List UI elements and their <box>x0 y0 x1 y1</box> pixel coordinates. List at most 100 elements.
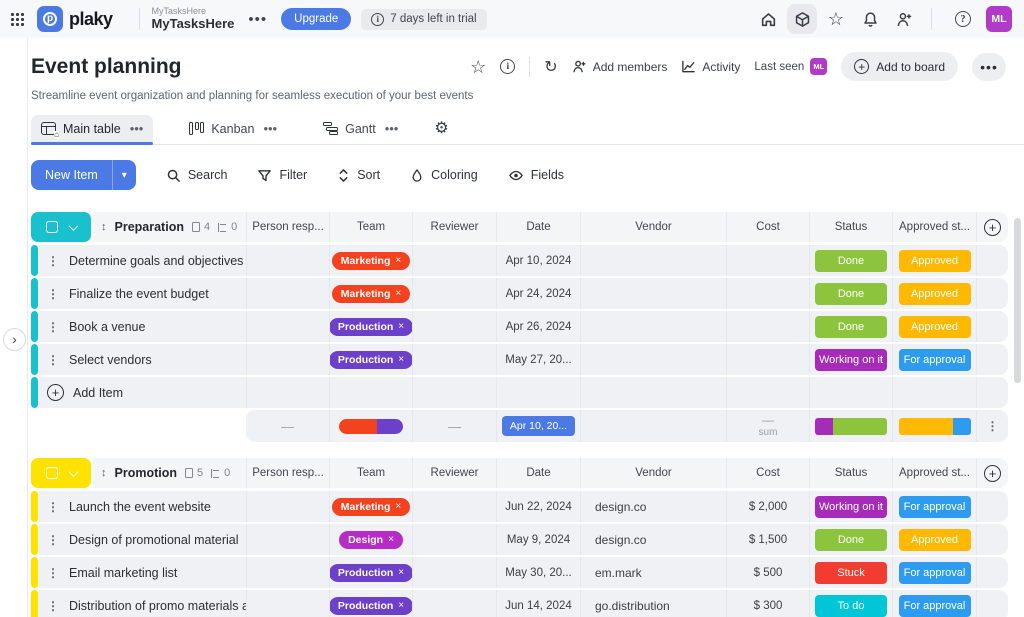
cost-cell[interactable] <box>726 311 809 342</box>
invite-member-icon[interactable] <box>889 4 919 34</box>
table-row[interactable]: ⋮Determine goals and objectives Marketin… <box>31 245 1024 276</box>
remove-tag-icon[interactable]: × <box>398 600 404 611</box>
summary-date[interactable]: Apr 10, 20... <box>496 410 580 442</box>
fields-button[interactable]: Fields <box>508 168 564 183</box>
item-name-cell[interactable]: ⋮Finalize the event budget <box>39 278 246 309</box>
group-select-button[interactable] <box>31 458 91 488</box>
cost-cell[interactable]: $ 1,500 <box>726 524 809 555</box>
column-header-vendor[interactable]: Vendor <box>580 458 726 488</box>
row-menu-icon[interactable]: ⋮ <box>47 566 59 580</box>
team-cell[interactable]: Marketing× <box>329 491 412 522</box>
team-tag[interactable]: Production× <box>329 564 412 582</box>
board-info-icon[interactable]: i <box>500 59 515 74</box>
summary-menu[interactable]: ⋮ <box>976 410 1008 442</box>
table-row[interactable]: ⋮Finalize the event budget Marketing× Ap… <box>31 278 1024 309</box>
team-tag[interactable]: Marketing× <box>332 498 410 516</box>
approved-cell[interactable]: Approved <box>892 278 976 309</box>
add-members-button[interactable]: Add members <box>572 59 668 74</box>
group-checkbox[interactable] <box>46 467 58 479</box>
date-cell[interactable]: Apr 10, 2024 <box>496 245 580 276</box>
item-name-cell[interactable]: ⋮Book a venue <box>39 311 246 342</box>
remove-tag-icon[interactable]: × <box>398 354 404 365</box>
status-cell[interactable]: Stuck <box>809 557 892 588</box>
team-cell[interactable]: Marketing× <box>329 278 412 309</box>
approved-badge[interactable]: Approved <box>899 316 971 338</box>
table-row[interactable]: ⋮Email marketing list Production× May 30… <box>31 557 1024 588</box>
column-header-date[interactable]: Date <box>496 458 580 488</box>
approved-cell[interactable]: For approval <box>892 557 976 588</box>
row-menu-icon[interactable]: ⋮ <box>47 533 59 547</box>
vendor-cell[interactable]: go.distribution <box>580 590 726 617</box>
notifications-bell-icon[interactable] <box>855 4 885 34</box>
date-cell[interactable]: Jun 22, 2024 <box>496 491 580 522</box>
date-cell[interactable]: May 9, 2024 <box>496 524 580 555</box>
status-cell[interactable]: Working on it <box>809 344 892 375</box>
activity-button[interactable]: Activity <box>681 59 740 74</box>
user-avatar[interactable]: ML <box>986 6 1012 32</box>
team-tag[interactable]: Production× <box>329 597 412 615</box>
summary-cost[interactable]: —sum <box>726 410 809 442</box>
column-header-cost[interactable]: Cost <box>726 458 809 488</box>
date-cell[interactable]: May 30, 20... <box>496 557 580 588</box>
approved-badge[interactable]: Approved <box>899 283 971 305</box>
approved-badge[interactable]: Approved <box>899 250 971 272</box>
column-header-reviewer[interactable]: Reviewer <box>412 212 496 242</box>
tab-main-table[interactable]: ⌂ Main table ••• <box>31 115 153 144</box>
approved-badge[interactable]: For approval <box>899 349 971 371</box>
group-checkbox[interactable] <box>46 221 58 233</box>
vendor-cell[interactable]: design.co <box>580 524 726 555</box>
item-name-cell[interactable]: ⋮Distribution of promo materials an... <box>39 590 246 617</box>
status-badge[interactable]: Done <box>815 250 887 272</box>
board-more-menu[interactable]: ••• <box>972 53 1006 81</box>
column-header-team[interactable]: Team <box>329 212 412 242</box>
group-select-button[interactable] <box>31 212 91 242</box>
cost-cell[interactable]: $ 300 <box>726 590 809 617</box>
reviewer-cell[interactable] <box>412 590 496 617</box>
person-cell[interactable] <box>246 557 329 588</box>
status-cell[interactable]: To do <box>809 590 892 617</box>
tab-kanban[interactable]: Kanban ••• <box>179 115 287 144</box>
add-item-row[interactable]: +Add Item <box>31 377 1024 408</box>
approved-badge[interactable]: For approval <box>899 496 971 518</box>
column-header-status[interactable]: Status <box>809 458 892 488</box>
item-name-cell[interactable]: ⋮Determine goals and objectives <box>39 245 246 276</box>
team-tag[interactable]: Marketing× <box>332 285 410 303</box>
column-header-status[interactable]: Status <box>809 212 892 242</box>
vendor-cell[interactable] <box>580 245 726 276</box>
column-header-cost[interactable]: Cost <box>726 212 809 242</box>
last-seen[interactable]: Last seen ML <box>754 58 827 75</box>
reviewer-cell[interactable] <box>412 524 496 555</box>
status-badge[interactable]: To do <box>815 595 887 617</box>
column-header-approved[interactable]: Approved st... <box>892 458 976 488</box>
item-name-cell[interactable]: ⋮Design of promotional material <box>39 524 246 555</box>
new-item-caret[interactable]: ▾ <box>113 160 136 190</box>
filter-button[interactable]: Filter <box>257 168 307 183</box>
status-cell[interactable]: Done <box>809 311 892 342</box>
tab-menu-icon[interactable]: ••• <box>130 121 144 136</box>
date-cell[interactable]: Apr 24, 2024 <box>496 278 580 309</box>
remove-tag-icon[interactable]: × <box>395 288 401 299</box>
team-cell[interactable]: Marketing× <box>329 245 412 276</box>
group-reorder-icon[interactable]: ↕ <box>101 221 107 233</box>
column-header-person[interactable]: Person resp... <box>246 212 329 242</box>
add-to-board-button[interactable]: + Add to board <box>841 52 958 81</box>
table-row[interactable]: ⋮Launch the event website Marketing× Jun… <box>31 491 1024 522</box>
new-item-split-button[interactable]: New Item ▾ <box>31 160 136 190</box>
cost-cell[interactable] <box>726 245 809 276</box>
table-row[interactable]: ⋮Design of promotional material Design× … <box>31 524 1024 555</box>
star-board-icon[interactable]: ☆ <box>470 59 486 75</box>
favorites-star-icon[interactable]: ☆ <box>821 4 851 34</box>
status-badge[interactable]: Done <box>815 529 887 551</box>
chevron-down-icon[interactable] <box>68 467 78 477</box>
views-settings-gear-icon[interactable]: ⚙ <box>434 118 448 142</box>
reviewer-cell[interactable] <box>412 311 496 342</box>
plaky-logo[interactable]: p plaky <box>37 6 113 32</box>
approved-cell[interactable]: For approval <box>892 344 976 375</box>
date-cell[interactable]: Jun 14, 2024 <box>496 590 580 617</box>
cost-cell[interactable] <box>726 344 809 375</box>
table-row[interactable]: ⋮Select vendors Production× May 27, 20..… <box>31 344 1024 375</box>
group-title-cell[interactable]: ↕ Promotion 5 0 <box>93 458 246 488</box>
approved-badge[interactable]: For approval <box>899 562 971 584</box>
remove-tag-icon[interactable]: × <box>398 321 404 332</box>
remove-tag-icon[interactable]: × <box>395 501 401 512</box>
